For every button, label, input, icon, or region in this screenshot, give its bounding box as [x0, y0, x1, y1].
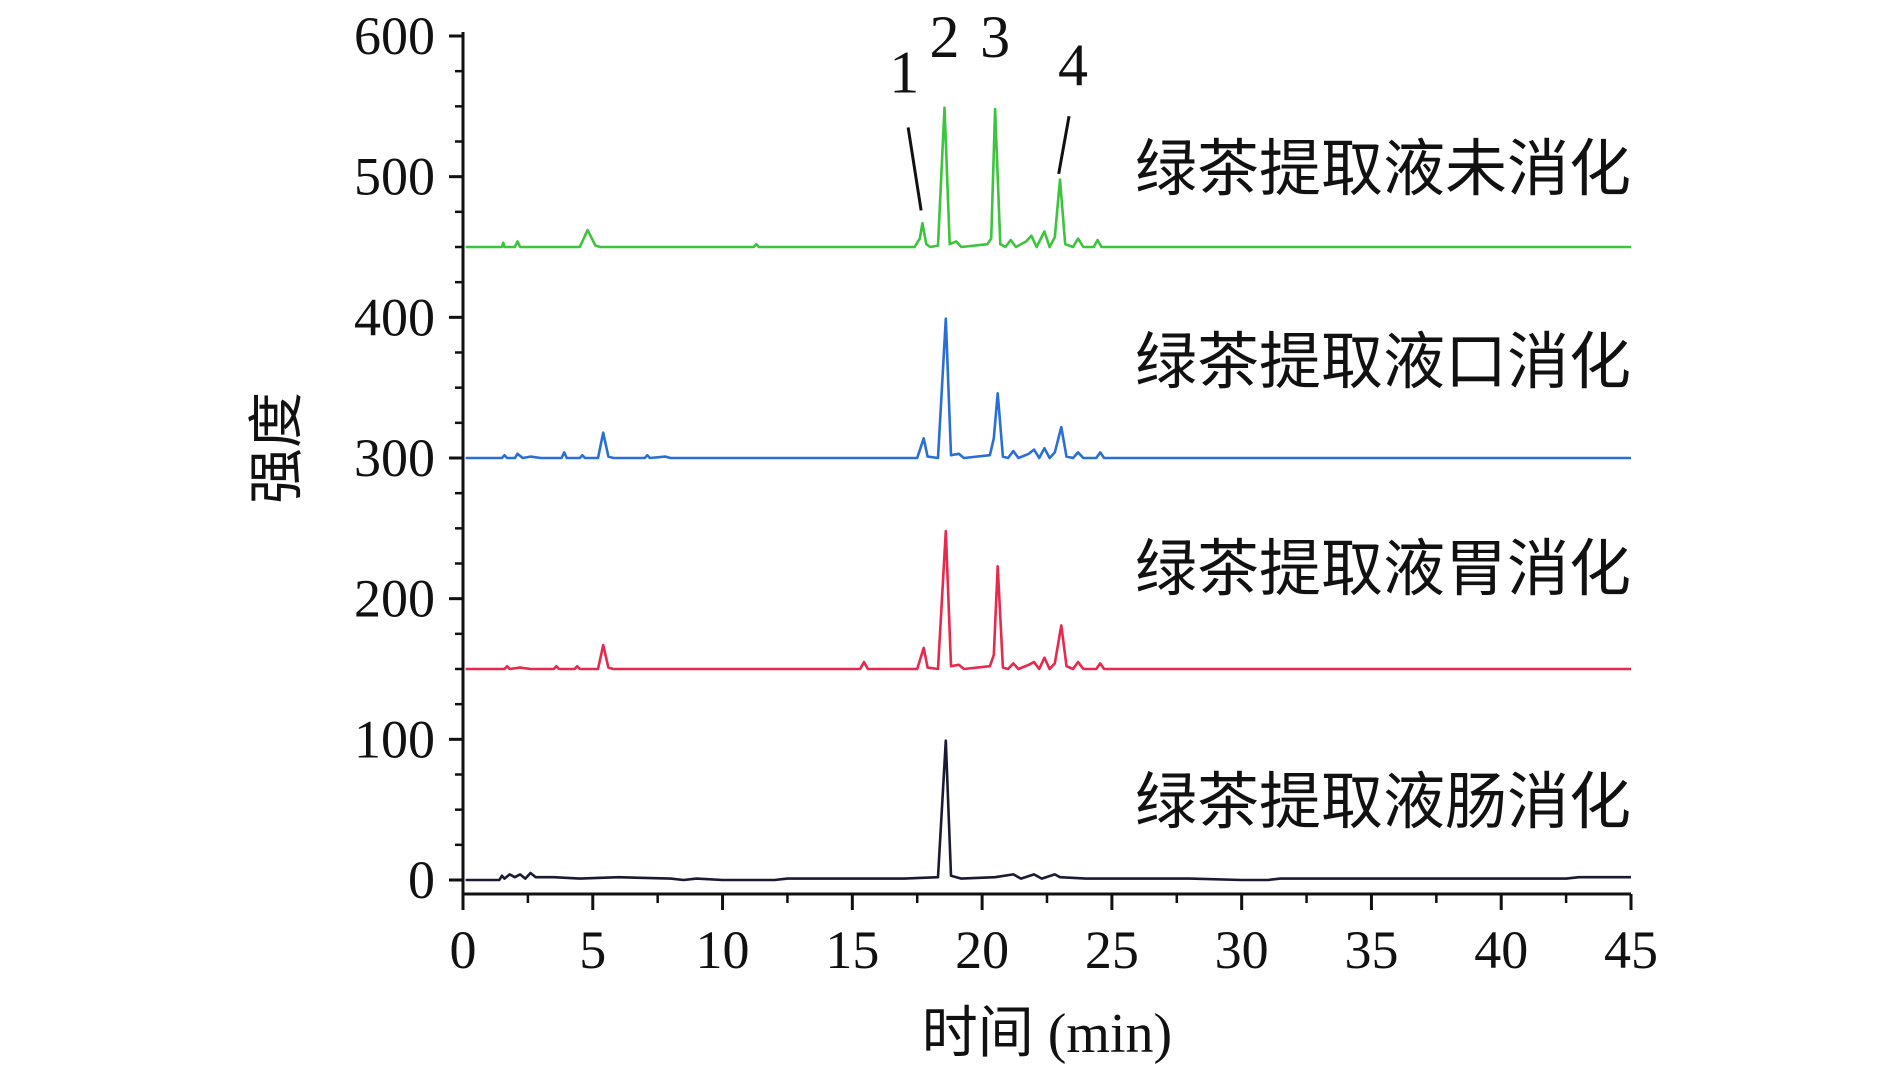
y-tick-label: 0	[408, 850, 435, 910]
series-label: 绿茶提取液未消化	[1135, 136, 1631, 204]
y-tick-label: 500	[354, 147, 435, 207]
axes: 0 100 200 300 400 500 600 0 5 10 15 20 25 30 35 40 45	[354, 6, 1658, 980]
x-tick-label: 10	[696, 920, 750, 980]
x-tick-label: 5	[579, 920, 606, 980]
x-tick-label: 40	[1474, 920, 1528, 980]
x-tick-label: 0	[450, 920, 477, 980]
peak-leader-line	[906, 127, 923, 211]
x-tick-label: 15	[825, 920, 879, 980]
peak-leader-line	[1057, 115, 1071, 175]
x-axis-title: 时间 (min)	[922, 1003, 1172, 1065]
x-tick-label: 45	[1604, 920, 1658, 980]
x-tick-label: 25	[1085, 920, 1139, 980]
series-line	[465, 529, 1631, 671]
series-line	[465, 106, 1631, 249]
peak-label: 3	[980, 4, 1010, 70]
x-tick-label: 35	[1344, 920, 1398, 980]
series-label: 绿茶提取液口消化	[1135, 329, 1631, 397]
y-tick-label: 200	[354, 569, 435, 629]
peak-label: 4	[1058, 32, 1088, 98]
peak-label: 1	[889, 39, 919, 105]
x-tick-label: 20	[955, 920, 1009, 980]
x-tick-label: 30	[1215, 920, 1269, 980]
peak-label: 2	[929, 4, 959, 70]
series-label: 绿茶提取液胃消化	[1135, 536, 1631, 604]
y-tick-label: 600	[354, 6, 435, 66]
series-label: 绿茶提取液肠消化	[1135, 769, 1631, 837]
y-tick-label: 300	[354, 428, 435, 488]
series-line	[465, 317, 1631, 460]
y-tick-label: 400	[354, 287, 435, 347]
y-tick-label: 100	[354, 709, 435, 769]
peak-annotations: 12 3 4	[889, 4, 1088, 211]
series-line	[465, 739, 1631, 882]
y-axis-title: 强度	[247, 392, 309, 504]
